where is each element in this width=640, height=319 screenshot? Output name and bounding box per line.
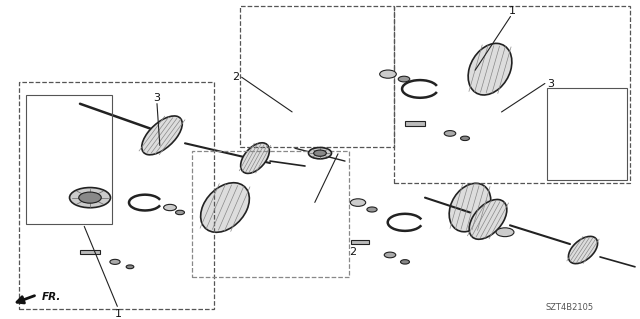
Circle shape [175, 210, 184, 215]
Text: 2: 2 [349, 247, 356, 257]
Circle shape [384, 252, 396, 258]
Text: 1: 1 [509, 6, 515, 16]
Ellipse shape [201, 183, 250, 232]
Ellipse shape [141, 116, 182, 155]
Ellipse shape [241, 143, 269, 174]
Text: 3: 3 [154, 93, 160, 103]
Circle shape [308, 147, 332, 159]
Circle shape [350, 199, 365, 206]
Circle shape [401, 260, 410, 264]
Circle shape [314, 150, 326, 156]
Ellipse shape [449, 183, 491, 232]
Ellipse shape [568, 236, 598, 263]
Circle shape [380, 70, 396, 78]
Circle shape [110, 259, 120, 264]
Circle shape [79, 192, 101, 203]
Bar [405, 122, 424, 126]
Circle shape [70, 188, 111, 208]
Text: FR.: FR. [42, 292, 61, 302]
Circle shape [461, 136, 470, 141]
Circle shape [126, 265, 134, 269]
Text: 1: 1 [115, 309, 122, 319]
Bar [351, 240, 369, 244]
Circle shape [444, 130, 456, 136]
Ellipse shape [468, 43, 512, 95]
Circle shape [496, 228, 514, 237]
Text: 2: 2 [232, 72, 239, 82]
Text: SZT4B2105: SZT4B2105 [545, 303, 594, 312]
Bar [80, 250, 100, 254]
Circle shape [398, 76, 410, 82]
Circle shape [367, 207, 377, 212]
Text: 3: 3 [547, 78, 554, 89]
Circle shape [164, 204, 177, 211]
Ellipse shape [469, 199, 507, 239]
